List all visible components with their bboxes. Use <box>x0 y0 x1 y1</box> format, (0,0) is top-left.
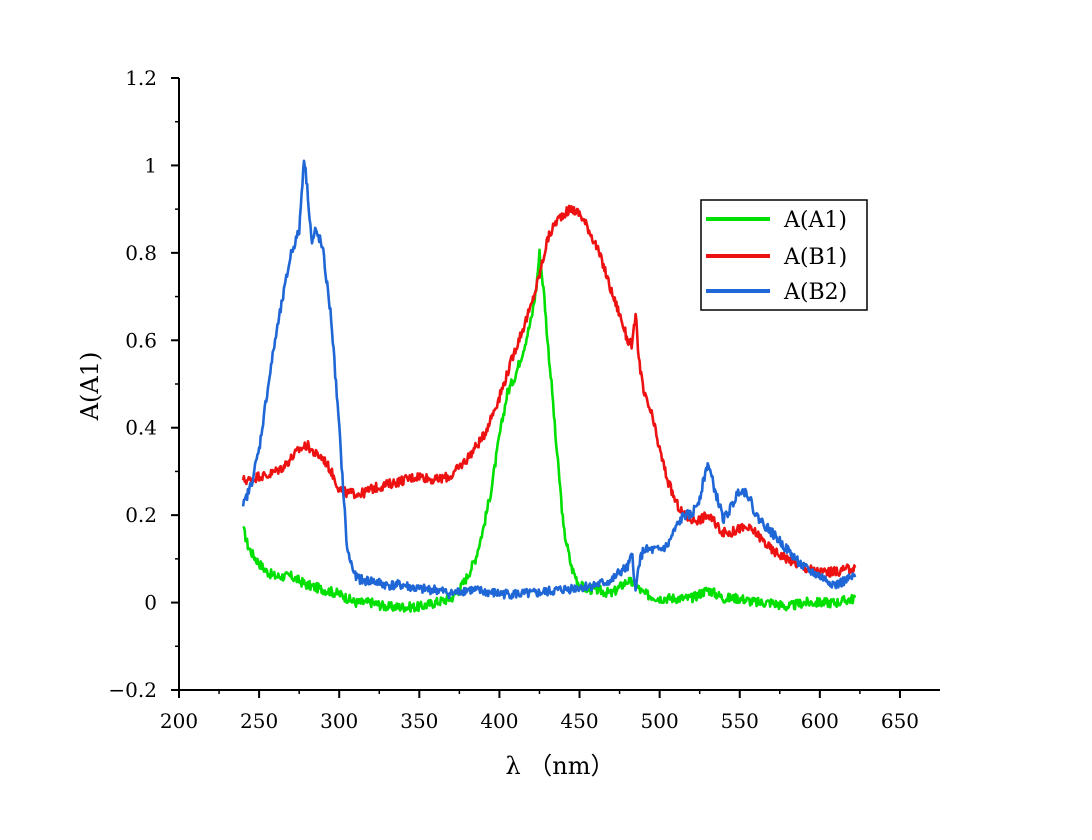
ticks-layer: 200 250 300 350 400 450 500 550 600 650 −0.2 0 0.2 0.… <box>108 66 919 733</box>
x-tick-label: 600 <box>801 709 839 733</box>
x-tick-label: 450 <box>560 709 598 733</box>
x-tick-label: 200 <box>160 709 198 733</box>
y-tick-label: 0.6 <box>125 328 157 352</box>
y-axis-title: A(A1) <box>76 352 104 422</box>
y-tick-label: 0.8 <box>125 241 157 265</box>
legend: A(A1) A(B1) A(B2) <box>700 199 868 311</box>
y-tick-label: 0 <box>144 591 157 615</box>
y-tick-label: 1 <box>144 153 157 177</box>
series-layer <box>241 159 857 613</box>
x-axis-title: λ （nm） <box>505 752 614 780</box>
x-tick-label: 650 <box>881 709 919 733</box>
y-tick-label: 0.4 <box>125 416 157 440</box>
legend-label-a-a1: A(A1) <box>783 208 847 233</box>
y-tick-label: 1.2 <box>125 66 157 90</box>
x-tick-label: 550 <box>721 709 759 733</box>
y-tick-label: −0.2 <box>108 678 157 702</box>
x-tick-label: 500 <box>641 709 679 733</box>
y-tick-label: 0.2 <box>125 503 157 527</box>
series-line-a-b1 <box>241 204 857 578</box>
x-tick-label: 400 <box>480 709 518 733</box>
legend-label-a-b1: A(B1) <box>783 245 847 270</box>
x-tick-label: 250 <box>240 709 278 733</box>
legend-label-a-b2: A(B2) <box>783 280 847 305</box>
x-tick-label: 300 <box>320 709 358 733</box>
series-line-a-b2 <box>241 159 857 600</box>
series-line-a-a1 <box>242 248 857 613</box>
x-tick-label: 350 <box>400 709 438 733</box>
